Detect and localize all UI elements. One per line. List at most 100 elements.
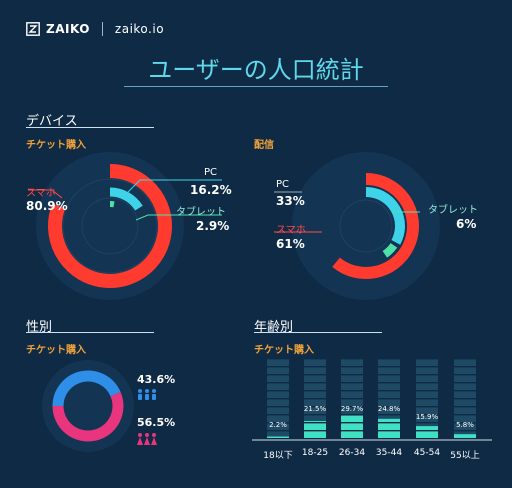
age-bar-track-segment [304,407,326,414]
gender-subtitle: チケット購入 [26,345,86,356]
ticket-arc-pc [109,187,143,211]
gender-arc-male [52,370,121,407]
age-bar-0 [267,359,289,438]
age-bar-track-segment [267,375,289,382]
ticket-leader-smartphone [28,189,63,199]
age-bar-track-segment [416,415,438,422]
age-bar-track-segment [454,375,476,382]
age-bar-track-segment [416,375,438,382]
brand-divider [101,22,103,36]
zaiko-logo-icon [26,22,40,36]
stream-value-smartphone: 61% [276,237,305,251]
ticket-leader-tablet [135,214,222,221]
stream-value-pc: 33% [276,194,305,208]
age-bar-5 [454,359,476,438]
age-bar-track-segment [304,415,326,422]
device-stream-subtitle: 配信 [254,140,274,151]
brand: ZAIKO zaiko.io [26,22,164,36]
age-bar-track-segment [341,399,363,406]
age-value-label: 24.8% [378,405,401,413]
age-bar-track-segment [416,367,438,374]
device-ticket-subtitle: チケット購入 [26,140,86,151]
age-bar-track-segment [416,399,438,406]
age-bar-fill-segment [378,418,400,422]
age-bar-track-segment [341,375,363,382]
page-title: ユーザーの人口統計 [148,56,364,84]
age-bar-fill-segment [416,431,438,438]
age-bar-track-segment [341,407,363,414]
section-title-age: 年齢別 [254,320,294,335]
title-underline [124,86,388,87]
age-bar-track-segment [267,431,289,438]
age-bar-track-segment [267,383,289,390]
age-bar-track-segment [416,359,438,366]
age-category-label: 18-25 [301,448,329,458]
section-underline-age [254,332,382,333]
age-bar-track-segment [267,399,289,406]
age-value-label: 2.2% [269,421,287,429]
age-value-label: 5.8% [456,421,474,429]
ticket-donut-guide-inner [81,197,139,255]
age-bar-track-segment [267,391,289,398]
stream-label-tablet: タブレット [428,205,478,216]
ticket-value-pc: 16.2% [190,183,232,197]
stream-arc-tablet [382,242,398,258]
age-bar-track-segment [267,367,289,374]
age-bar-fill-segment [454,434,476,438]
section-underline-gender [26,332,154,333]
stream-donut-guide [339,199,393,253]
age-value-label: 21.5% [304,405,327,413]
age-bar-track-segment [454,415,476,422]
age-bar-fill-segment [416,426,438,430]
age-bar-track-segment [378,407,400,414]
age-bar-track-segment [416,383,438,390]
ticket-value-smartphone: 80.9% [26,199,68,213]
age-bar-track-segment [341,383,363,390]
age-bar-track-segment [267,407,289,414]
age-bar-4 [416,359,438,438]
age-bar-track-segment [378,375,400,382]
age-bar-track-segment [341,391,363,398]
age-bar-track-segment [454,423,476,430]
age-bar-track-segment [454,407,476,414]
age-bar-track-segment [454,383,476,390]
age-bar-track-segment [378,359,400,366]
age-bar-track-segment [454,359,476,366]
age-bar-track-segment [341,359,363,366]
age-bar-fill-segment [341,415,363,422]
age-subtitle: チケット購入 [254,345,314,356]
age-bar-track-segment [304,383,326,390]
age-bar-track-segment [454,367,476,374]
brand-logo-text: ZAIKO [46,22,90,36]
age-category-label: 26-34 [338,448,366,458]
ticket-value-tablet: 2.9% [196,219,230,233]
age-bar-fill-segment [304,431,326,438]
age-bar-2 [341,359,363,438]
age-bar-track-segment [378,391,400,398]
ticket-donut-guide [62,178,158,274]
gender-arc-female [52,392,124,442]
age-bar-track-segment [267,359,289,366]
ticket-leader-pc [127,179,222,193]
age-bar-3 [378,359,400,438]
age-bar-track-segment [267,415,289,422]
age-bar-track-segment [304,391,326,398]
stream-arc-pc [365,187,405,245]
age-bar-fill-segment [267,436,289,438]
age-category-label: 55以上 [450,451,480,461]
stream-arc-smartphone [332,173,419,279]
gender-value-female: 56.5% [137,416,176,429]
age-bar-track-segment [416,391,438,398]
section-underline-device [26,127,154,128]
age-bar-track-segment [341,367,363,374]
age-bar-fill-segment [378,431,400,438]
age-bar-fill-segment [341,431,363,438]
ticket-label-tablet: タブレット [176,207,226,218]
section-title-device: デバイス [26,114,78,129]
age-bar-fill-segment [304,423,326,430]
brand-site: zaiko.io [114,22,165,36]
female-people-icon [137,433,157,445]
stream-label-smartphone: スマホ [276,225,306,236]
